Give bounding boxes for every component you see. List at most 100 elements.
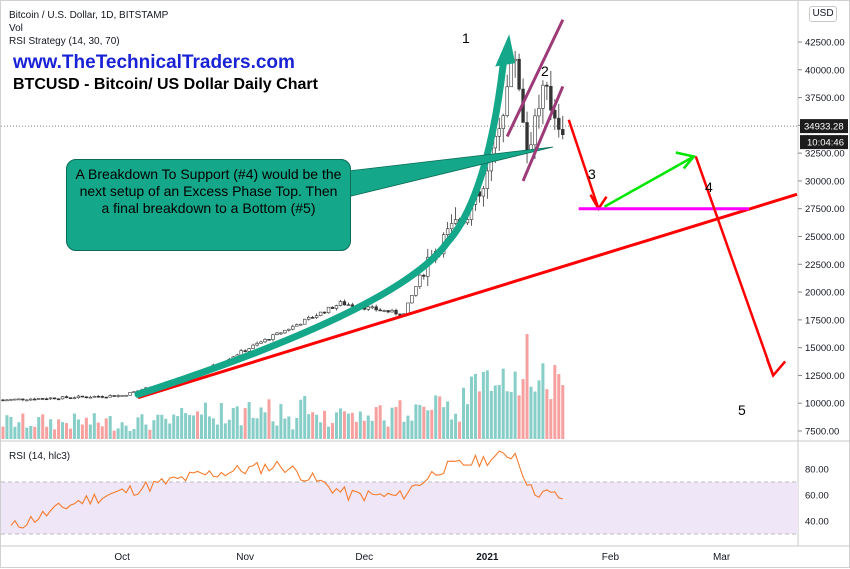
candle-body <box>326 306 331 314</box>
volume-bar <box>430 409 434 439</box>
candle-body <box>17 398 21 401</box>
volume-bar <box>561 385 565 439</box>
candle-body <box>60 396 65 400</box>
candle-body <box>386 310 390 313</box>
channel-upper <box>505 19 565 138</box>
uptrend-arrow <box>134 60 507 398</box>
volume-bar <box>458 421 462 439</box>
candle-body <box>84 396 89 399</box>
volume-bar <box>350 412 354 439</box>
countdown-text: 10:04:46 <box>807 138 844 149</box>
projection-down-1-head <box>589 194 608 212</box>
projection-down-2-head <box>766 358 787 378</box>
candle-body <box>314 315 319 318</box>
candle-body <box>497 128 501 137</box>
candle-body <box>322 311 327 314</box>
candle-body <box>509 60 513 88</box>
rsi-tick-label: 40.00 <box>805 517 829 528</box>
projection-down-2 <box>694 156 775 376</box>
candle-body <box>41 398 45 400</box>
candle-body <box>485 170 490 189</box>
volume-bar <box>477 391 481 439</box>
trend-line <box>137 192 798 400</box>
candle-body <box>96 395 100 398</box>
volume-bar <box>267 399 271 439</box>
volume-bar <box>541 363 545 439</box>
candle-body <box>525 122 529 151</box>
volume-bar <box>37 417 41 439</box>
x-tick-label: Dec <box>355 552 373 563</box>
candle-body <box>287 328 291 331</box>
volume-bar <box>462 387 466 439</box>
volume-bar <box>72 413 76 439</box>
volume-bar <box>164 418 168 439</box>
volume-bar <box>438 396 442 439</box>
candle-body <box>267 338 271 341</box>
volume-bar <box>283 418 287 439</box>
volume-bar <box>152 420 156 439</box>
candle-body <box>291 325 295 330</box>
volume-bar <box>92 413 96 439</box>
volume-bar <box>295 417 299 439</box>
y-tick-label: 40000.00 <box>805 65 845 76</box>
volume-bar <box>315 414 319 439</box>
candle-body <box>25 399 29 402</box>
candle-body <box>334 305 339 309</box>
volume-bar <box>414 404 418 439</box>
candle-body <box>76 395 81 399</box>
candle-body <box>251 344 255 349</box>
volume-bar <box>434 395 438 439</box>
symbol-line: Bitcoin / U.S. Dollar, 1D, BITSTAMP <box>9 10 169 21</box>
volume-bar <box>342 411 346 439</box>
candle-body <box>390 309 394 313</box>
volume-bar <box>410 420 414 439</box>
volume-bar <box>247 402 251 439</box>
candle-body <box>414 286 418 296</box>
volume-bar <box>406 415 410 439</box>
volume-bar <box>57 419 61 439</box>
y-tick-label: 42500.00 <box>805 38 845 49</box>
volume-bar <box>557 374 561 439</box>
volume-bar <box>192 415 196 439</box>
currency-button[interactable]: USD <box>809 6 837 22</box>
volume-bar <box>199 414 204 439</box>
wave-label-2: 2 <box>541 63 549 79</box>
y-tick-label: 22500.00 <box>805 260 845 271</box>
rsi-tick-label: 80.00 <box>805 465 829 476</box>
volume-bar <box>311 412 315 439</box>
rsi-tick-label: 60.00 <box>805 491 829 502</box>
candle-body <box>374 306 378 311</box>
volume-bar <box>509 391 513 439</box>
y-tick-label: 17500.00 <box>805 315 845 326</box>
candle-body <box>100 396 104 398</box>
volume-bar <box>144 424 148 439</box>
volume-bar <box>259 407 263 439</box>
candle-body <box>366 306 370 310</box>
volume-bar <box>255 418 259 439</box>
volume-bar <box>140 414 144 439</box>
x-tick-label: Oct <box>114 552 130 563</box>
volume-bar <box>156 414 160 439</box>
volume-bar <box>481 371 485 439</box>
strategy-label: RSI Strategy (14, 30, 70) <box>9 36 120 47</box>
volume-bar <box>465 404 469 439</box>
candle-body <box>307 317 311 320</box>
volume-bar <box>124 425 128 439</box>
volume-bar <box>243 408 247 439</box>
volume-bar <box>370 420 374 439</box>
callout-box: A Breakdown To Support (#4) would be the… <box>66 159 351 251</box>
volume-bar <box>473 373 477 439</box>
volume-bar <box>390 407 394 439</box>
volume-bar <box>323 410 327 439</box>
volume-bar <box>53 429 57 439</box>
volume-bar <box>116 428 120 439</box>
volume-bar <box>303 395 307 439</box>
volume-bar <box>112 430 116 439</box>
wave-label-5: 5 <box>738 402 746 418</box>
volume-bar <box>136 417 140 439</box>
volume-bar <box>442 407 446 439</box>
candle-body <box>116 395 120 397</box>
candle-body <box>318 311 323 316</box>
candle-body <box>449 223 454 230</box>
